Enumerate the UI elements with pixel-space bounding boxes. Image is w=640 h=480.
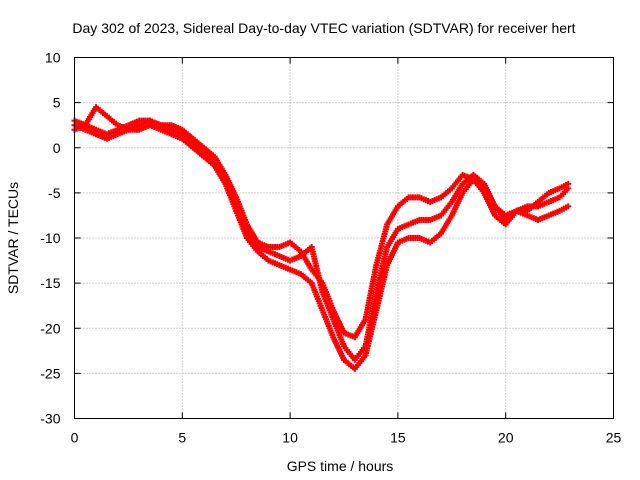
y-tick-label: 0 [53, 140, 61, 156]
grid-lines [74, 57, 614, 419]
chart-title: Day 302 of 2023, Sidereal Day-to-day VTE… [72, 20, 575, 36]
x-tick-labels: 0 5 10 15 20 25 [71, 430, 622, 446]
x-axis-label: GPS time / hours [287, 458, 394, 474]
y-tick-labels: 10 5 0 -5 -10 -15 -20 -25 -30 [40, 50, 60, 427]
y-tick-label: -5 [48, 185, 61, 201]
x-tick-label: 15 [390, 430, 406, 446]
data-series [71, 104, 572, 372]
x-tick-label: 20 [498, 430, 514, 446]
series-trace-1 [71, 117, 572, 363]
y-tick-label: -20 [40, 320, 60, 336]
y-tick-label: -30 [40, 411, 60, 427]
y-tick-label: -10 [40, 230, 60, 246]
data-marker [565, 203, 572, 210]
series-trace-3 [71, 122, 572, 372]
y-axis-label: SDTVAR / TECUs [5, 182, 21, 294]
y-tick-label: -25 [40, 365, 60, 381]
x-tick-label: 10 [282, 430, 298, 446]
data-marker [565, 180, 572, 187]
plot-frame [74, 57, 614, 419]
x-tick-label: 5 [178, 430, 186, 446]
y-tick-label: -15 [40, 275, 60, 291]
axis-ticks [74, 57, 614, 419]
x-tick-label: 25 [606, 430, 622, 446]
y-tick-label: 5 [53, 95, 61, 111]
x-tick-label: 0 [71, 430, 79, 446]
y-tick-label: 10 [45, 50, 61, 66]
